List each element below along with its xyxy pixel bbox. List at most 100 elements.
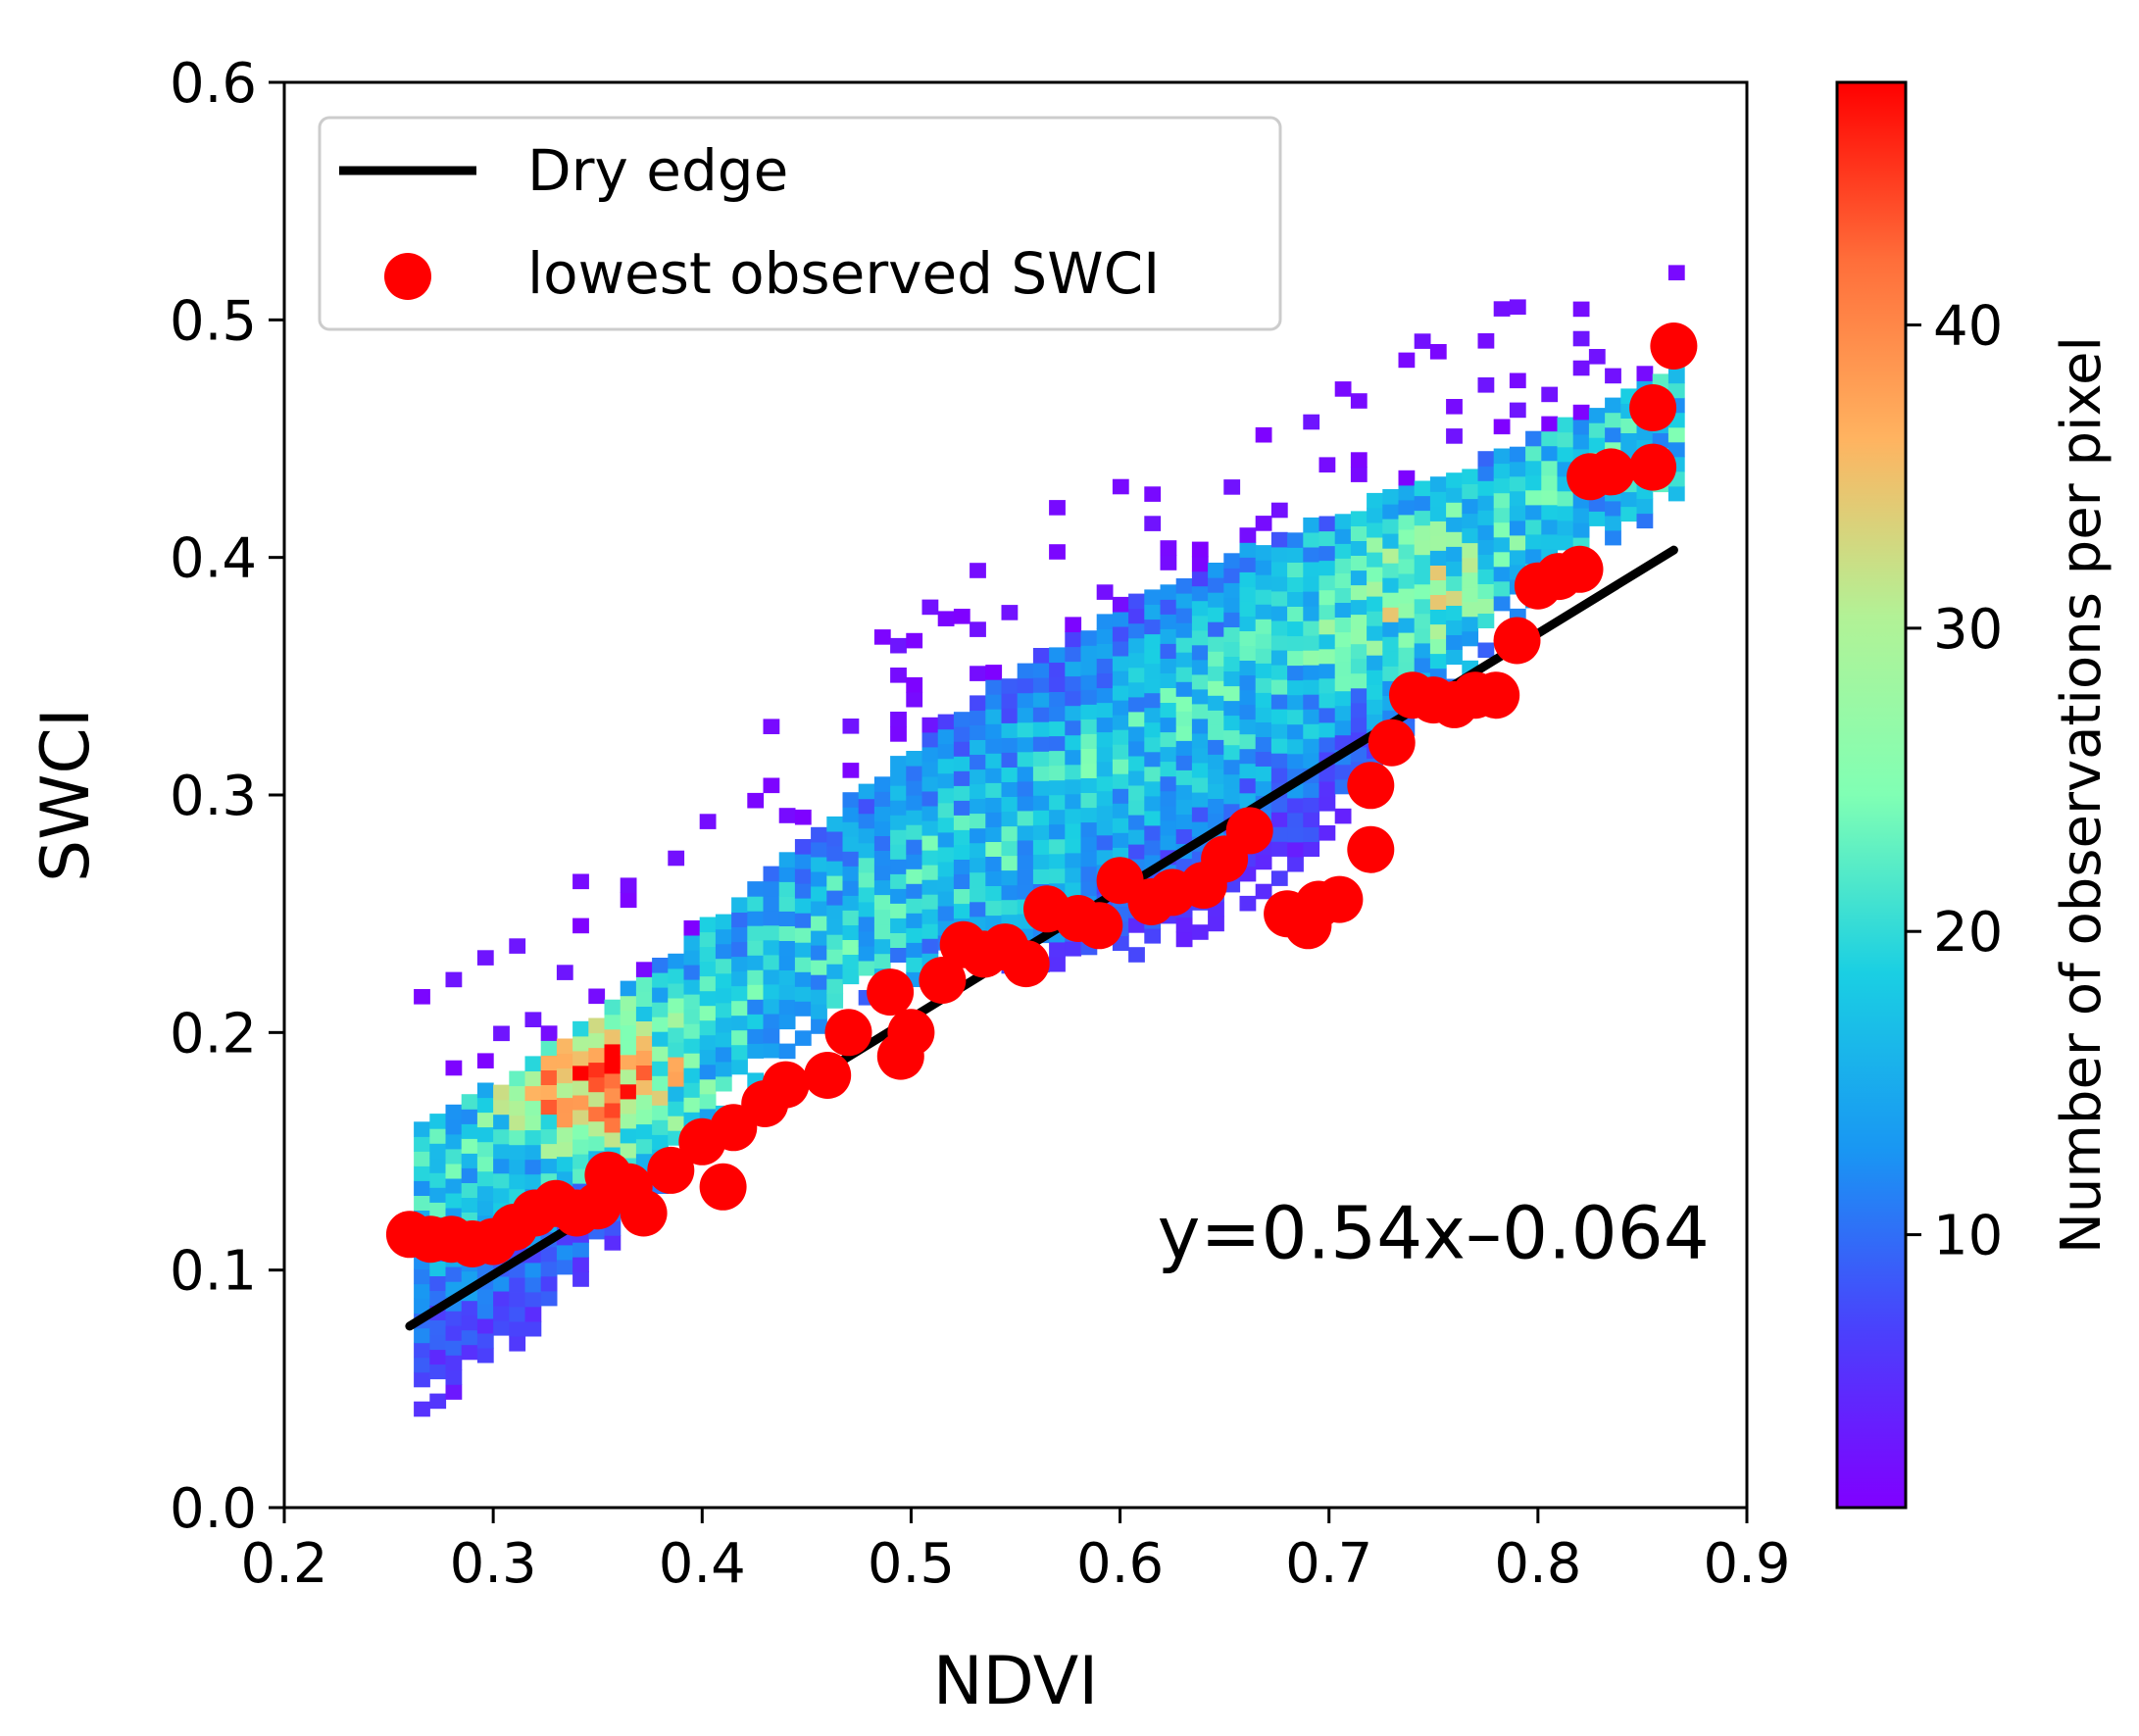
density-cell: [635, 1035, 653, 1051]
density-cell: [1429, 579, 1447, 595]
density-cell: [1398, 499, 1416, 516]
density-cell: [699, 1034, 717, 1051]
density-cell: [1160, 687, 1177, 703]
density-cell: [715, 928, 732, 945]
density-cell: [970, 901, 986, 918]
density-cell: [1144, 516, 1162, 531]
density-cell: [842, 910, 860, 925]
density-cell: [668, 982, 685, 999]
density-cell: [414, 1166, 430, 1181]
density-cell: [1128, 667, 1145, 683]
density-cell: [1446, 428, 1463, 444]
density-cell: [1096, 717, 1114, 733]
y-tick-label: 0.2: [170, 1002, 257, 1066]
density-cell: [1398, 603, 1416, 619]
density-cell: [1032, 648, 1050, 664]
density-cell: [747, 1028, 765, 1044]
density-cell: [1303, 738, 1320, 754]
density-cell: [1367, 581, 1383, 597]
density-cell: [1001, 884, 1019, 901]
density-cell: [1223, 700, 1241, 717]
density-cell: [461, 1109, 478, 1124]
density-cell: [1112, 685, 1129, 701]
density-cell: [1620, 418, 1638, 433]
colorbar-tick-label: 10: [1933, 1205, 2003, 1268]
density-cell: [1446, 487, 1463, 503]
density-cell: [476, 1288, 494, 1305]
density-cell: [493, 1158, 510, 1174]
density-cell: [747, 984, 765, 1000]
density-cell: [1477, 377, 1495, 393]
density-cell: [1493, 536, 1511, 553]
density-cell: [1017, 736, 1034, 753]
density-cell: [1493, 419, 1511, 435]
density-cell: [1509, 372, 1526, 389]
density-cell: [1128, 696, 1145, 713]
density-cell: [493, 1143, 510, 1160]
density-cell: [1080, 733, 1098, 749]
density-cell: [1255, 604, 1272, 620]
density-cell: [811, 945, 827, 961]
density-cell: [1144, 839, 1162, 856]
density-cell: [937, 772, 955, 789]
density-cell: [1446, 561, 1463, 576]
density-cell: [461, 1138, 478, 1154]
density-cell: [699, 990, 717, 1007]
density-cell: [1191, 570, 1209, 587]
density-cell: [778, 896, 796, 912]
density-cell: [1287, 532, 1304, 548]
density-cell: [1446, 590, 1463, 606]
density-cell: [1525, 460, 1542, 476]
density-cell: [1160, 834, 1177, 851]
density-cell: [1175, 931, 1193, 948]
y-axis-title: SWCI: [27, 708, 105, 882]
density-cell: [890, 785, 907, 801]
density-cell: [1605, 368, 1621, 384]
density-cell: [1144, 692, 1162, 709]
density-cell: [699, 961, 717, 977]
density-cell: [826, 816, 844, 832]
density-cell: [953, 756, 970, 771]
density-cell: [953, 888, 970, 905]
density-cell: [1429, 594, 1447, 610]
density-cell: [811, 930, 827, 946]
density-cell: [811, 856, 827, 872]
density-cell: [1032, 663, 1050, 678]
density-cell: [1001, 605, 1019, 620]
density-cell: [1080, 836, 1098, 853]
x-tick-label: 0.5: [868, 1532, 955, 1596]
density-cell: [842, 954, 860, 969]
density-cell: [731, 1015, 748, 1031]
density-cell: [493, 1275, 510, 1292]
density-cell: [1049, 720, 1066, 737]
density-cell: [1001, 825, 1019, 842]
density-cell: [921, 894, 939, 910]
density-cell: [540, 1114, 558, 1130]
density-cell: [540, 1055, 558, 1070]
density-cell: [873, 820, 891, 836]
density-cell: [1414, 583, 1431, 600]
density-cell: [778, 1014, 796, 1030]
density-cell: [842, 866, 860, 881]
density-cell: [1255, 589, 1272, 605]
density-cell: [1367, 684, 1383, 700]
density-cell: [1049, 735, 1066, 752]
density-cell: [414, 989, 430, 1005]
density-cell: [1462, 571, 1479, 588]
density-cell: [1049, 809, 1066, 825]
density-cell: [763, 777, 780, 794]
density-cell: [1112, 744, 1129, 760]
density-cell: [890, 844, 907, 860]
density-cell: [1287, 826, 1304, 843]
density-cell: [921, 850, 939, 866]
density-cell: [1318, 589, 1336, 606]
density-cell: [1255, 751, 1272, 767]
density-cell: [921, 775, 939, 792]
density-cell: [1032, 868, 1050, 884]
density-cell: [906, 824, 923, 840]
density-cell: [1160, 761, 1177, 777]
density-cell: [747, 911, 765, 926]
lowest-swci-point: [804, 1052, 852, 1099]
density-cell: [1223, 773, 1241, 790]
density-cell: [1208, 680, 1224, 696]
